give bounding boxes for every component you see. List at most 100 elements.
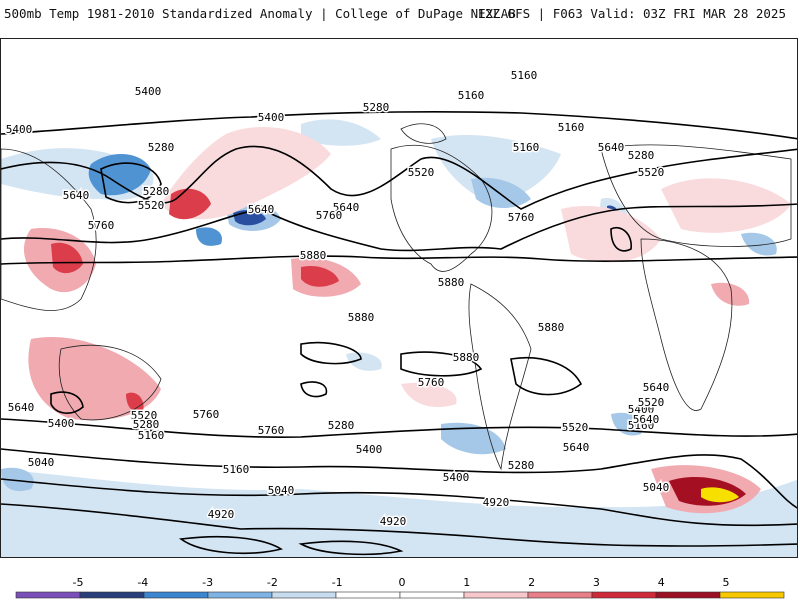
colorbar-tick-label: -5	[73, 576, 84, 589]
contour-label: 5400	[443, 471, 470, 484]
contour-line	[178, 535, 284, 555]
anomaly-patch	[301, 119, 381, 146]
coastline-africa	[640, 238, 733, 411]
contour-label: 5520	[562, 421, 589, 434]
colorbar-segment	[399, 591, 465, 599]
colorbar-tick-label: -4	[137, 576, 148, 589]
contour-label: 5040	[28, 456, 55, 469]
contour-line	[1, 255, 797, 265]
contour-label: 5280	[628, 149, 655, 162]
contour-label: 5880	[348, 311, 375, 324]
contour-label: 5640	[333, 201, 360, 214]
contour-label: 5760	[316, 209, 343, 222]
colorbar-segment	[335, 591, 401, 599]
anomaly-patch	[711, 282, 750, 306]
extreme-anomaly-layer	[701, 487, 739, 503]
contour-label: 5640	[563, 441, 590, 454]
contour-label: 5640	[598, 141, 625, 154]
contour-line	[50, 391, 84, 414]
coastline-south-america	[468, 283, 532, 471]
anomaly-colorbar: -5 -4 -3 -2 -1 0 1 2 3 4 5	[15, 576, 785, 599]
contour-label: 5280	[148, 141, 175, 154]
contour-label: 5760	[508, 211, 535, 224]
colorbar-tick-label: 0	[399, 576, 406, 589]
colorbar-tick-label: -2	[267, 576, 278, 589]
contour-line	[1, 418, 797, 438]
contour-label: 5640	[633, 413, 660, 426]
anomaly-core	[701, 487, 739, 503]
weather-map[interactable]: 5160 5400 5160 5280 5160 5400 5160 5520 5280 5640…	[0, 38, 798, 558]
contour-label: 5400	[48, 417, 75, 430]
contour-line	[1, 478, 797, 527]
colorbar-segment	[591, 591, 657, 599]
contour-label: 5040	[268, 484, 295, 497]
contour-label: 5640	[63, 189, 90, 202]
contour-label: 5160	[511, 69, 538, 82]
contour-label: 5280	[133, 418, 160, 431]
colorbar-segment	[271, 591, 337, 599]
anomaly-patch	[346, 352, 382, 371]
anomaly-patch	[301, 265, 339, 287]
contour-line	[300, 381, 328, 398]
contour-line	[1, 111, 797, 140]
colorbar-tick-label: 2	[528, 576, 535, 589]
contour-label: 5880	[438, 276, 465, 289]
contour-line	[510, 356, 583, 396]
contour-line	[100, 162, 162, 204]
contour-label: 5520	[138, 199, 165, 212]
colorbar-tick-label: 5	[723, 576, 730, 589]
colorbar-tick-label: 3	[593, 576, 600, 589]
contour-line	[1, 145, 797, 210]
contour-line	[400, 351, 483, 377]
contour-label: 5400	[628, 403, 655, 416]
contour-label: 5880	[538, 321, 565, 334]
contour-label: 4920	[483, 496, 510, 509]
colorbar-segment	[463, 591, 529, 599]
contour-label: 5160	[458, 89, 485, 102]
contour-label: 5760	[193, 408, 220, 421]
colorbar-segment	[143, 591, 209, 599]
contour-line	[300, 341, 362, 365]
contour-label: 4920	[380, 515, 407, 528]
colorbar-segment	[719, 591, 785, 599]
contour-line	[1, 448, 797, 509]
contour-label: 5160	[138, 429, 165, 442]
height-contours	[1, 111, 797, 556]
map-title: 500mb Temp 1981-2010 Standardized Anomal…	[4, 6, 516, 21]
contour-label: 5160	[558, 121, 585, 134]
coastline-greenland	[400, 123, 447, 144]
contour-line	[610, 227, 632, 252]
contour-label: 5400	[135, 85, 162, 98]
colorbar-tick-label: -1	[332, 576, 343, 589]
coastline-asia	[1, 148, 97, 311]
colorbar-tick-label: 1	[463, 576, 470, 589]
contour-label: 5640	[643, 381, 670, 394]
colorbar-segment	[207, 591, 273, 599]
contour-line	[1, 503, 797, 547]
contour-label: 5880	[300, 249, 327, 262]
contour-label: 5520	[638, 396, 665, 409]
contour-label: 5640	[248, 203, 275, 216]
colorbar-segment	[655, 591, 721, 599]
contour-label: 5400	[356, 443, 383, 456]
contour-label: 5760	[258, 424, 285, 437]
contour-label: 5760	[88, 219, 115, 232]
coastline-australia	[58, 344, 162, 421]
contour-line	[1, 203, 797, 252]
model-run-info: 12Z GFS | F063 Valid: 03Z FRI MAR 28 202…	[477, 6, 786, 21]
coastline-north-america	[390, 144, 493, 272]
contour-label: 5040	[643, 481, 670, 494]
anomaly-patch	[431, 134, 561, 204]
contour-label: 5280	[143, 185, 170, 198]
contour-label: 5520	[638, 166, 665, 179]
anomaly-patch	[51, 242, 83, 274]
contour-label: 4920	[208, 508, 235, 521]
colorbar-segment	[15, 591, 81, 599]
anomaly-patch	[126, 392, 144, 413]
contour-label: 5520	[131, 409, 158, 422]
contour-label: 5280	[328, 419, 355, 432]
contour-label: 5280	[363, 101, 390, 114]
anomaly-patch	[441, 422, 506, 455]
